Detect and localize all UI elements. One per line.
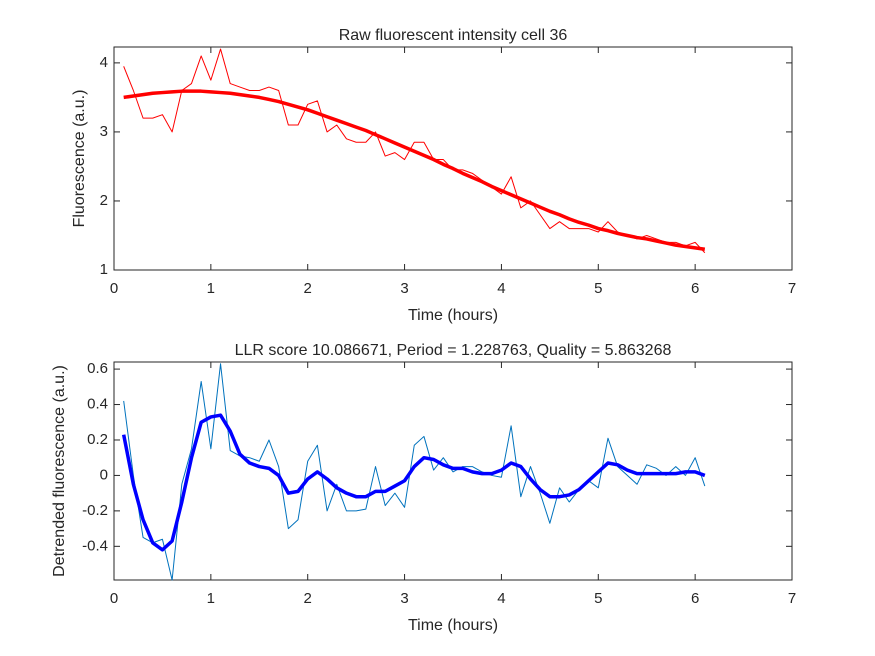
y-tick-label: -0.4	[82, 537, 108, 554]
x-axis-label: Time (hours)	[408, 617, 498, 634]
x-tick-label: 7	[788, 280, 796, 297]
x-tick-label: 1	[207, 280, 215, 297]
y-tick-label: 0.2	[87, 431, 108, 448]
y-tick-label: 3	[100, 123, 108, 140]
y-axis-label: Fluorescence (a.u.)	[71, 90, 88, 228]
y-tick-label: 4	[100, 54, 108, 71]
axes-box	[113, 46, 793, 271]
data-line	[123, 48, 706, 254]
x-tick-label: 6	[691, 590, 699, 607]
x-tick-label: 5	[594, 590, 602, 607]
x-tick-label: 3	[400, 590, 408, 607]
data-line	[123, 363, 706, 581]
x-tick-label: 4	[497, 590, 505, 607]
y-tick-label: 1	[100, 261, 108, 278]
chart-title: LLR score 10.086671, Period = 1.228763, …	[235, 342, 672, 359]
y-tick-label: 2	[100, 192, 108, 209]
data-line	[121, 413, 706, 552]
x-axis-label: Time (hours)	[408, 307, 498, 324]
x-tick-label: 5	[594, 280, 602, 297]
x-tick-label: 0	[110, 280, 118, 297]
y-tick-label: 0.4	[87, 396, 108, 413]
x-tick-label: 1	[207, 590, 215, 607]
y-axis-label: Detrended fluorescence (a.u.)	[51, 365, 68, 577]
y-tick-label: 0	[100, 466, 108, 483]
x-tick-label: 3	[400, 280, 408, 297]
x-tick-label: 7	[788, 590, 796, 607]
x-tick-label: 2	[304, 280, 312, 297]
y-tick-label: -0.2	[82, 502, 108, 519]
x-tick-label: 2	[304, 590, 312, 607]
data-line	[123, 89, 706, 252]
x-tick-label: 0	[110, 590, 118, 607]
x-tick-label: 6	[691, 280, 699, 297]
y-tick-label: 0.6	[87, 360, 108, 377]
chart-title: Raw fluorescent intensity cell 36	[339, 27, 568, 44]
x-tick-label: 4	[497, 280, 505, 297]
